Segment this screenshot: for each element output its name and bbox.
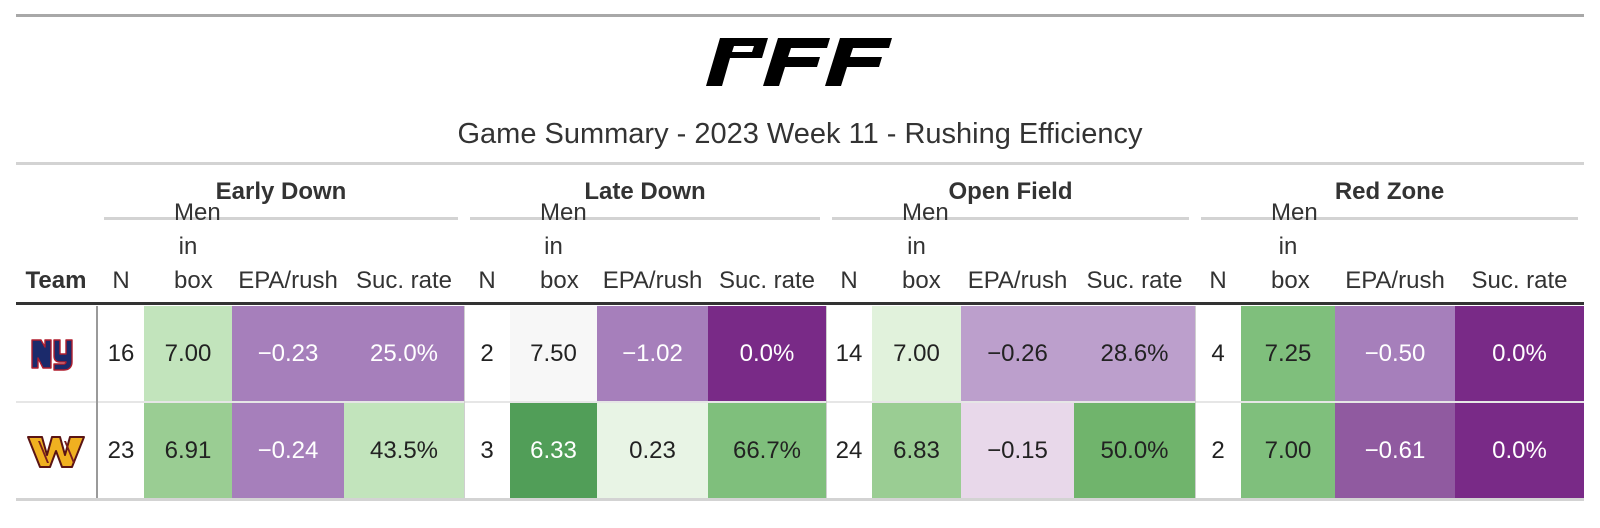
column-header-success-rate: Suc. rate <box>718 267 816 294</box>
table-cell: 50.0% <box>1074 403 1195 499</box>
table-cell: 7.00 <box>872 306 961 402</box>
table-cell: 7.00 <box>1241 403 1335 499</box>
column-header-men-in-box: Men in box <box>540 199 587 294</box>
table-cell: −0.15 <box>961 403 1074 499</box>
group-underline <box>832 217 1189 220</box>
table-cell: 0.23 <box>597 403 708 499</box>
table-cell: 6.83 <box>872 403 961 499</box>
group-divider <box>826 306 827 498</box>
table-cell: 6.91 <box>144 403 232 499</box>
column-header-success-rate: Suc. rate <box>355 267 453 294</box>
commanders-logo-icon <box>16 403 96 499</box>
column-header-epa-per-rush: EPA/rush <box>967 267 1068 294</box>
group-underline <box>1201 217 1578 220</box>
group-header-early-down: Early Down <box>215 178 347 205</box>
column-header-men-in-box: Men in box <box>174 199 221 294</box>
table-cell: −0.24 <box>232 403 344 499</box>
table-cell: 43.5% <box>344 403 464 499</box>
table-cell: −0.26 <box>961 306 1074 402</box>
column-header-success-rate: Suc. rate <box>1086 267 1183 294</box>
column-header-n: N <box>1209 267 1227 294</box>
table-cell: 14 <box>826 306 872 402</box>
table-cell: 0.0% <box>708 306 826 402</box>
table-cell: 0.0% <box>1455 403 1584 499</box>
chart-title: Game Summary - 2023 Week 11 - Rushing Ef… <box>457 118 1143 150</box>
table-bottom-rule <box>16 498 1584 501</box>
group-header-late-down: Late Down <box>584 178 706 205</box>
group-underline <box>104 217 458 220</box>
group-underline <box>470 217 820 220</box>
table-cell: 28.6% <box>1074 306 1195 402</box>
title-rule <box>16 162 1584 165</box>
column-header-team: Team <box>25 267 87 294</box>
table-cell: 7.00 <box>144 306 232 402</box>
table-cell: −0.61 <box>1335 403 1455 499</box>
table-cell: 7.25 <box>1241 306 1335 402</box>
table-cell: 16 <box>98 306 144 402</box>
header-bottom-rule <box>16 302 1584 305</box>
group-divider <box>1195 306 1196 498</box>
column-header-n: N <box>112 267 130 294</box>
column-header-men-in-box: Men in box <box>1271 199 1318 294</box>
pff-logo <box>706 38 892 86</box>
giants-logo-icon <box>16 306 96 402</box>
table-cell: 0.0% <box>1455 306 1584 402</box>
column-header-epa-per-rush: EPA/rush <box>1345 267 1445 294</box>
column-header-success-rate: Suc. rate <box>1471 267 1568 294</box>
row-separator <box>16 401 1584 403</box>
team-column-divider <box>96 306 98 498</box>
table-cell: 25.0% <box>344 306 464 402</box>
table-cell: 2 <box>1195 403 1241 499</box>
column-header-n: N <box>478 267 496 294</box>
group-divider <box>464 306 465 498</box>
table-cell: 4 <box>1195 306 1241 402</box>
table-cell: −0.23 <box>232 306 344 402</box>
column-header-men-in-box: Men in box <box>902 199 949 294</box>
group-header-red-zone: Red Zone <box>1334 178 1445 205</box>
column-header-epa-per-rush: EPA/rush <box>238 267 338 294</box>
top-rule <box>16 14 1584 17</box>
table-cell: 24 <box>826 403 872 499</box>
table-cell: 66.7% <box>708 403 826 499</box>
table-cell: 23 <box>98 403 144 499</box>
column-header-n: N <box>840 267 858 294</box>
table-cell: −1.02 <box>597 306 708 402</box>
column-header-epa-per-rush: EPA/rush <box>602 267 703 294</box>
table-cell: 3 <box>464 403 510 499</box>
table-cell: 7.50 <box>510 306 597 402</box>
table-cell: −0.50 <box>1335 306 1455 402</box>
table-cell: 6.33 <box>510 403 597 499</box>
group-header-open-field: Open Field <box>948 178 1073 205</box>
table-cell: 2 <box>464 306 510 402</box>
